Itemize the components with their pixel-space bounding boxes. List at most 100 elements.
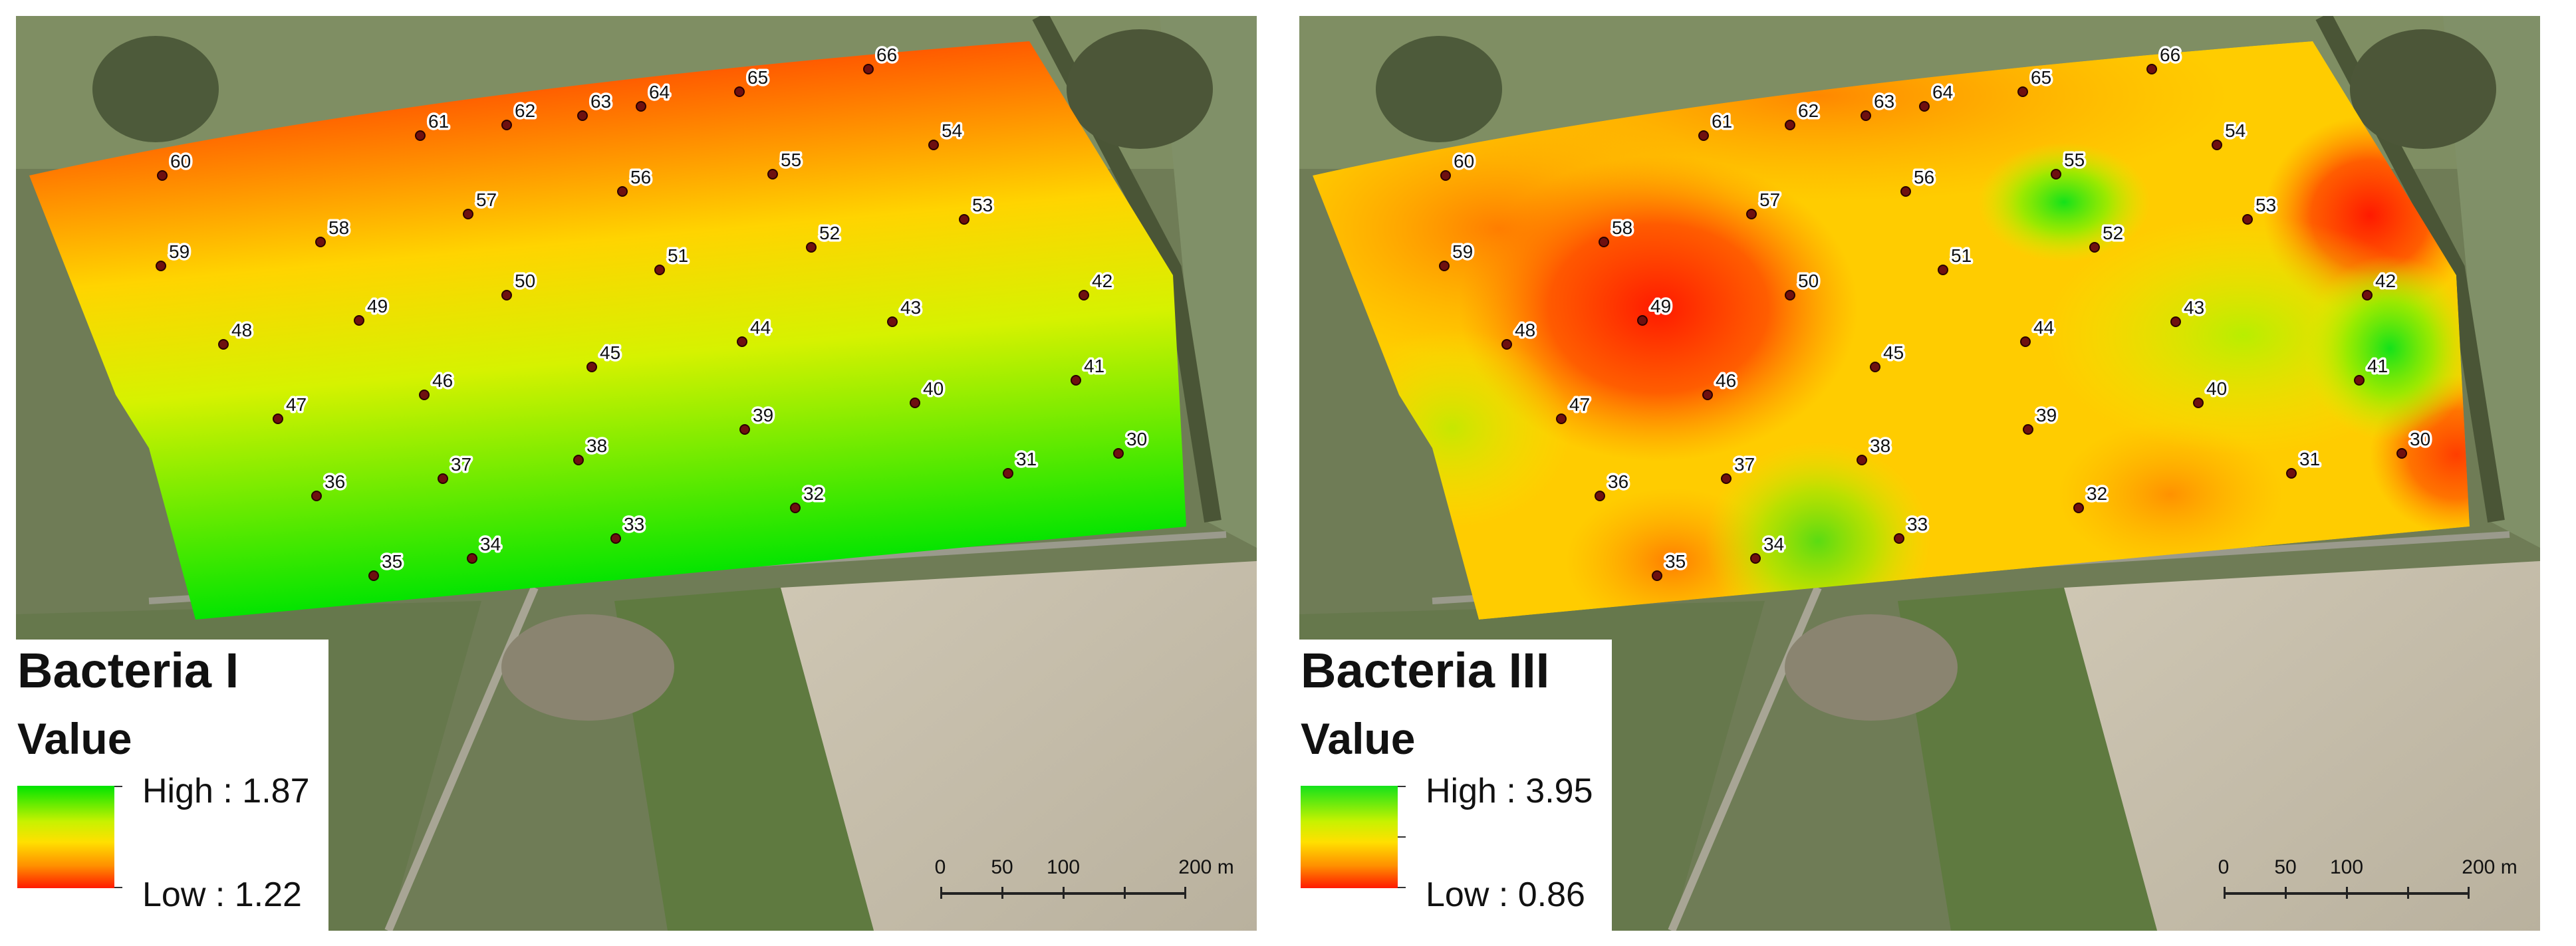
sample-point-48: 48 (1501, 318, 1538, 350)
interpolation-surface (1313, 41, 2470, 620)
sample-point-marker (1785, 120, 1795, 130)
sample-point-marker (739, 424, 750, 435)
sample-point-marker (218, 339, 229, 350)
sample-point-59: 59 (1439, 239, 1476, 271)
sample-point-60: 60 (1440, 149, 1477, 181)
sample-point-64: 64 (1919, 80, 1956, 112)
sample-point-58: 58 (315, 215, 352, 247)
sample-point-39: 39 (739, 403, 776, 435)
sample-point-52: 52 (806, 221, 842, 253)
sample-point-41: 41 (2354, 354, 2390, 386)
sample-point-label: 46 (1716, 370, 1736, 391)
sample-point-53: 53 (959, 193, 995, 225)
sample-point-32: 32 (790, 481, 827, 513)
sample-point-label: 66 (2160, 45, 2180, 65)
legend-tick-mid (1398, 836, 1406, 838)
sample-point-62: 62 (1785, 98, 1821, 130)
legend-title: Bacteria III (1301, 643, 1550, 698)
legend-tick-high (1398, 786, 1406, 787)
sample-point-marker (157, 170, 168, 181)
scale-tick (1063, 887, 1065, 899)
legend-tick-low (114, 887, 122, 888)
sample-point-marker (419, 390, 430, 400)
sample-point-label: 36 (324, 471, 345, 492)
sample-point-label: 43 (900, 297, 921, 318)
sample-point-label: 30 (2410, 429, 2430, 449)
sample-point-37: 37 (1721, 452, 1757, 484)
sample-point-marker (1556, 414, 1567, 424)
sample-point-marker (2017, 86, 2028, 97)
sample-point-33: 33 (1894, 512, 1930, 544)
sample-point-34: 34 (1750, 532, 1787, 564)
sample-point-61: 61 (1698, 109, 1735, 141)
sample-point-label: 38 (586, 435, 607, 456)
sample-point-marker (610, 533, 621, 544)
sample-point-label: 65 (747, 67, 768, 88)
sample-point-31: 31 (2286, 447, 2323, 479)
sample-point-label: 50 (1798, 271, 1819, 291)
sample-point-50: 50 (501, 269, 538, 300)
scale-label-0: 0 (934, 856, 946, 878)
sample-point-label: 39 (753, 405, 773, 425)
scale-tick (2468, 887, 2470, 899)
sample-point-marker (2170, 316, 2181, 327)
sample-point-label: 61 (428, 111, 449, 132)
sample-point-label: 60 (170, 151, 191, 172)
sample-point-marker (415, 130, 426, 141)
sample-point-38: 38 (1857, 433, 1893, 465)
sample-point-marker (654, 265, 665, 275)
sample-point-marker (928, 140, 939, 150)
sample-point-marker (354, 315, 364, 326)
sample-point-label: 59 (169, 241, 190, 262)
sample-point-label: 39 (2036, 405, 2057, 425)
sample-point-label: 54 (942, 120, 962, 141)
sample-point-label: 63 (590, 91, 611, 112)
sample-point-label: 42 (1092, 271, 1112, 291)
sample-point-label: 60 (1454, 151, 1474, 172)
sample-point-label: 41 (2367, 356, 2388, 376)
map-panel-bacteria-i: 30 31 32 33 34 35 36 37 38 39 40 41 42 43 44 45 46 47 48 49… (16, 16, 1257, 931)
sample-point-label: 49 (1650, 296, 1671, 316)
sample-point-41: 41 (1071, 354, 1107, 386)
legend-color-ramp (1301, 786, 1398, 888)
sample-point-label: 31 (2299, 449, 2320, 469)
sample-point-marker (1870, 362, 1880, 372)
sample-point-marker (734, 86, 745, 97)
sample-point-marker (1721, 473, 1732, 484)
sample-point-label: 31 (1016, 449, 1037, 469)
grass-field-south (614, 588, 874, 931)
scale-label-50: 50 (991, 856, 1013, 878)
sample-point-64: 64 (636, 80, 672, 112)
sample-point-marker (2073, 503, 2084, 513)
sample-point-32: 32 (2073, 481, 2110, 513)
bare-soil-field (781, 561, 1257, 931)
scale-tick (2285, 887, 2287, 899)
sample-point-62: 62 (501, 98, 538, 130)
sample-point-marker (2051, 169, 2061, 179)
sample-point-label: 55 (2064, 150, 2085, 170)
sample-point-46: 46 (419, 368, 455, 400)
sample-point-label: 64 (1932, 82, 1953, 102)
sample-point-marker (463, 209, 473, 219)
sample-point-38: 38 (573, 433, 610, 465)
legend-high-value: High : 1.87 (142, 772, 310, 810)
sample-point-66: 66 (2146, 43, 2183, 74)
sample-point-30: 30 (1113, 427, 1150, 459)
sample-point-marker (2193, 398, 2204, 408)
sample-point-marker (959, 214, 969, 225)
sample-point-label: 34 (480, 534, 501, 554)
legend: Bacteria I Value High : 1.87 Low : 1.22 (16, 640, 328, 931)
sample-point-marker (1750, 553, 1761, 564)
scale-tick (1184, 887, 1186, 899)
sample-point-44: 44 (2020, 315, 2057, 347)
sample-point-label: 46 (432, 370, 453, 391)
sample-point-marker (617, 186, 628, 197)
sample-point-60: 60 (157, 149, 193, 181)
sample-point-61: 61 (415, 109, 451, 141)
sample-point-44: 44 (737, 315, 773, 347)
sample-point-label: 43 (2184, 297, 2204, 318)
sample-point-label: 62 (515, 100, 535, 121)
sample-point-label: 48 (231, 320, 252, 340)
sample-point-55: 55 (767, 148, 804, 179)
map-panel-bacteria-iii: 30 31 32 33 34 35 36 37 38 39 40 41 42 43 44 45 46 47 48 49… (1299, 16, 2540, 931)
